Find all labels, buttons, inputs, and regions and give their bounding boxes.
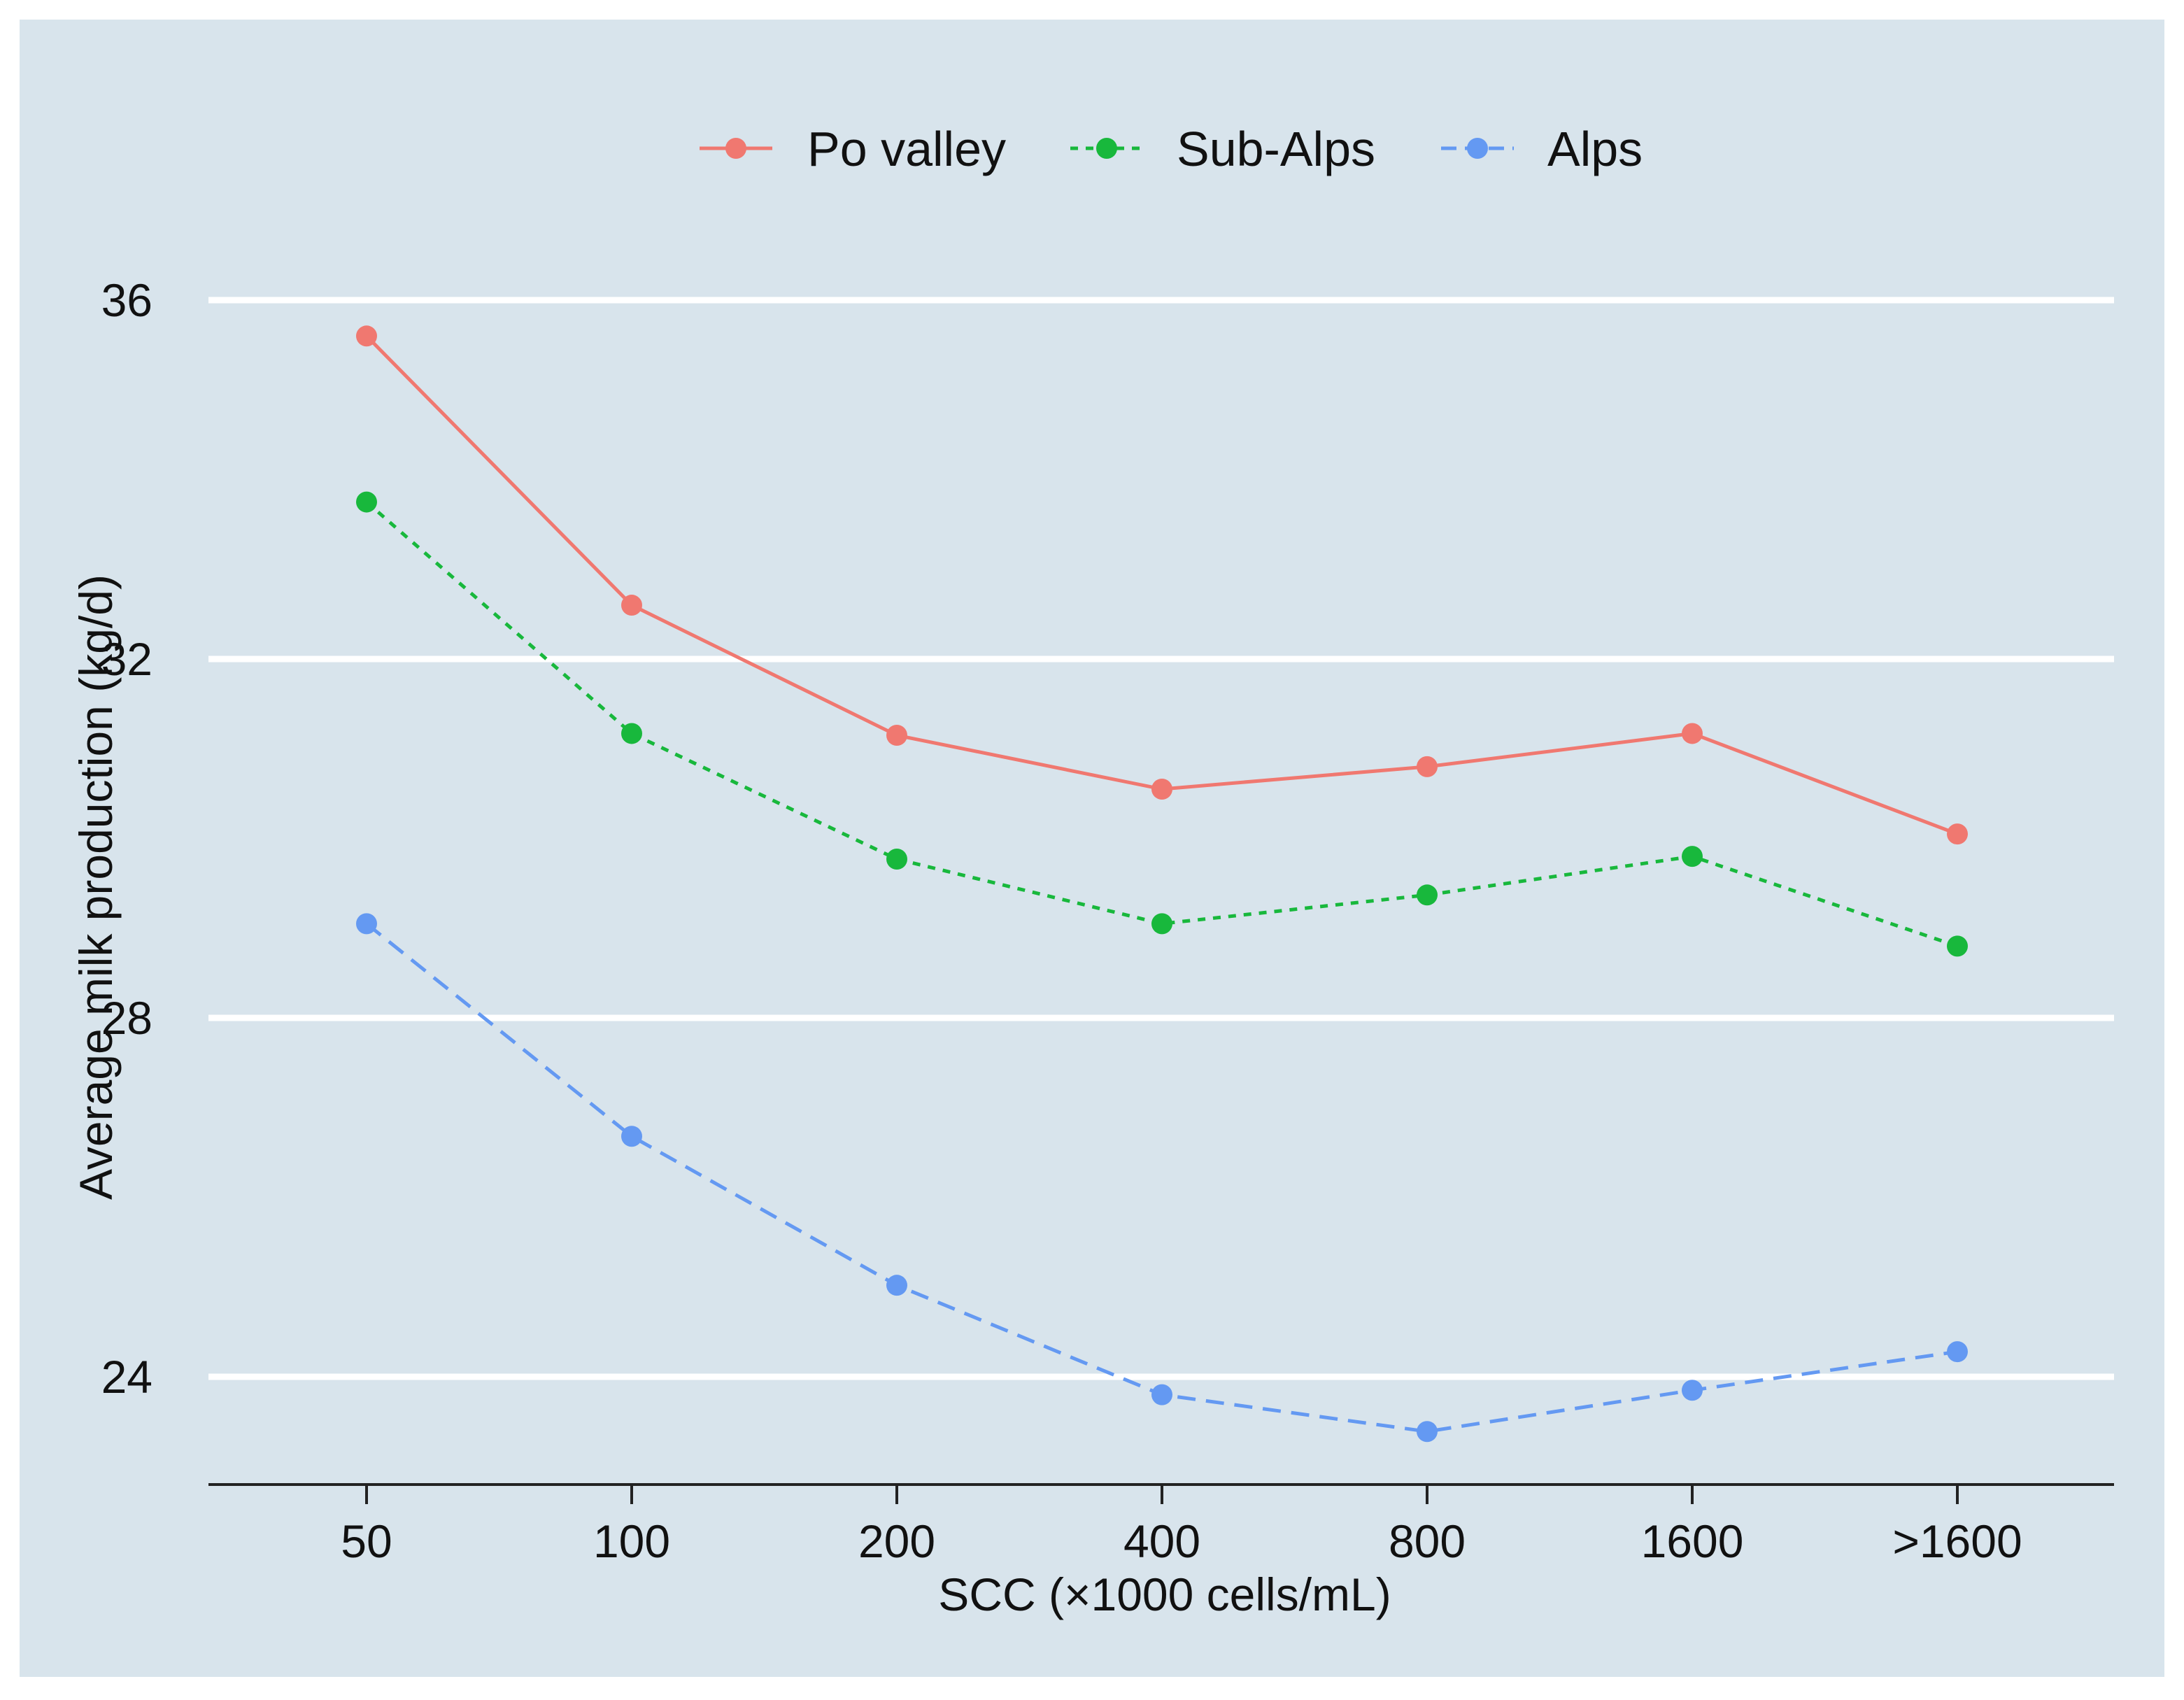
- data-series: [356, 325, 1968, 1443]
- plot-background: [20, 20, 2164, 1677]
- y-axis-title: Average milk production (kg/d): [70, 574, 122, 1200]
- x-tick-label: 50: [341, 1515, 392, 1567]
- data-point: [1151, 778, 1172, 800]
- x-tick-label: 400: [1123, 1515, 1200, 1567]
- series-sub-alps: [356, 491, 1968, 957]
- legend-item-sub-alps: Sub-Alps: [1070, 122, 1375, 176]
- data-point: [356, 913, 377, 935]
- data-point: [1947, 823, 1968, 845]
- data-point: [1151, 913, 1172, 935]
- data-point: [356, 491, 377, 513]
- legend-label: Po valley: [807, 122, 1006, 176]
- data-point: [1682, 723, 1703, 744]
- data-point: [1417, 1421, 1438, 1443]
- data-point: [1947, 935, 1968, 957]
- x-axis-title: SCC (×1000 cells/mL): [938, 1568, 1391, 1620]
- legend-key-point: [725, 138, 746, 159]
- y-axis-ticks: 24 28 32 36: [101, 274, 153, 1403]
- y-tick-label-28: 28: [101, 992, 153, 1044]
- legend-label: Sub-Alps: [1177, 122, 1375, 176]
- x-tick-label: >1600: [1892, 1515, 2022, 1567]
- x-axis-ticks: 50 100 200 400 800 1600 >1600: [341, 1485, 2022, 1567]
- data-point: [621, 1126, 642, 1147]
- x-tick-label: 1600: [1641, 1515, 1744, 1567]
- data-point: [1947, 1341, 1968, 1363]
- x-tick-label: 200: [858, 1515, 935, 1567]
- gridlines: [208, 297, 2114, 1380]
- legend: Po valley Sub-Alps Alps: [700, 122, 1643, 176]
- legend-key-point: [1467, 138, 1488, 159]
- data-point: [886, 848, 907, 870]
- y-tick-label-24: 24: [101, 1351, 153, 1403]
- data-point: [621, 723, 642, 744]
- data-point: [1682, 1380, 1703, 1401]
- data-point: [1417, 756, 1438, 777]
- series-po-valley: [356, 325, 1968, 845]
- x-tick-label: 100: [593, 1515, 670, 1567]
- legend-key-point: [1096, 138, 1117, 159]
- data-point: [1682, 846, 1703, 867]
- data-point: [1417, 884, 1438, 906]
- data-point: [1151, 1384, 1172, 1405]
- legend-item-po-valley: Po valley: [700, 122, 1006, 176]
- x-tick-label: 800: [1389, 1515, 1466, 1567]
- data-point: [886, 1275, 907, 1296]
- legend-label: Alps: [1547, 122, 1643, 176]
- data-point: [356, 325, 377, 347]
- legend-item-alps: Alps: [1441, 122, 1643, 176]
- data-point: [886, 725, 907, 746]
- y-tick-label-32: 32: [101, 633, 153, 685]
- series-alps: [356, 913, 1968, 1443]
- data-point: [621, 595, 642, 616]
- y-tick-label-36: 36: [101, 274, 153, 326]
